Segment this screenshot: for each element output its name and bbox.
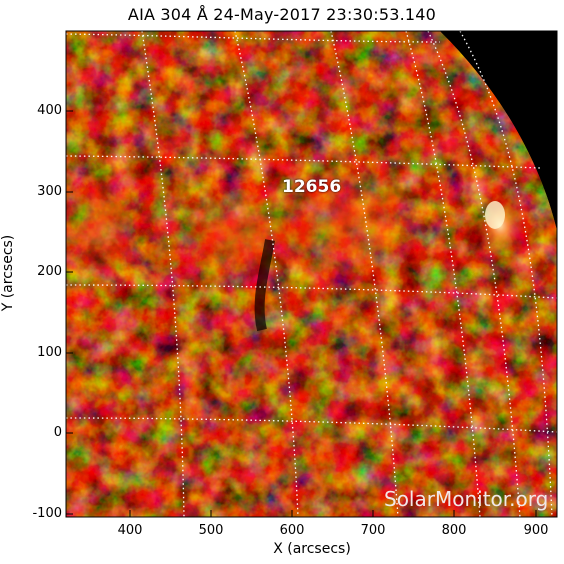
x-tick-label: 700 [360, 523, 386, 538]
axes-frame [65, 30, 558, 518]
x-tick-label: 800 [441, 523, 467, 538]
y-tick-label: 200 [37, 264, 62, 279]
y-axis-label: Y (arcsecs) [0, 234, 16, 312]
x-tick-label: 400 [117, 523, 143, 538]
x-tick-label: 600 [279, 523, 305, 538]
y-tick-label: -100 [32, 506, 62, 521]
figure-title: AIA 304 Å 24-May-2017 23:30:53.140 [127, 5, 437, 24]
y-tick-label: 400 [37, 103, 62, 118]
y-tick-label: 100 [37, 345, 62, 360]
active-region-label: 12656 [282, 177, 342, 197]
y-tick-label: 0 [53, 425, 62, 440]
heliographic-grid [66, 31, 557, 517]
x-tick-label: 500 [198, 523, 224, 538]
x-axis-label: X (arcsecs) [273, 541, 351, 557]
tick-marks [66, 110, 537, 517]
solarmonitor-watermark: SolarMonitor.org [384, 487, 549, 511]
y-tick-label: 300 [37, 184, 62, 199]
x-tick-label: 900 [523, 523, 549, 538]
